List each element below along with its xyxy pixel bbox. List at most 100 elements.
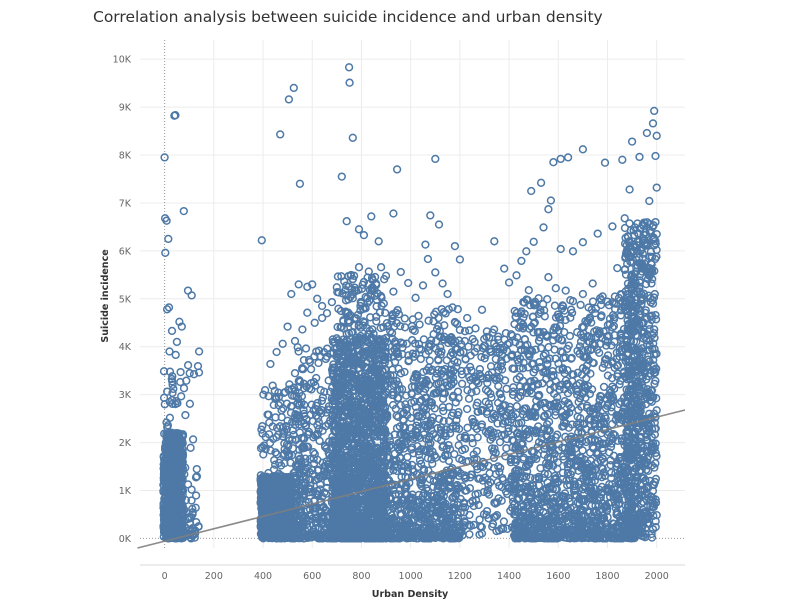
data-point bbox=[321, 489, 331, 498]
data-point bbox=[296, 377, 305, 386]
data-point bbox=[294, 347, 303, 356]
data-point bbox=[302, 421, 311, 430]
data-point bbox=[162, 418, 171, 427]
data-point bbox=[305, 484, 315, 493]
data-point bbox=[291, 386, 300, 396]
data-point bbox=[276, 471, 285, 480]
data-point bbox=[257, 476, 266, 485]
data-point bbox=[161, 453, 170, 462]
data-point bbox=[176, 458, 185, 468]
data-point bbox=[372, 317, 381, 326]
data-point bbox=[318, 393, 328, 402]
data-point bbox=[259, 390, 268, 399]
data-point bbox=[268, 518, 277, 527]
data-point bbox=[177, 392, 186, 401]
data-point bbox=[165, 367, 175, 376]
data-point bbox=[177, 466, 186, 475]
data-point bbox=[311, 489, 321, 498]
data-point bbox=[160, 400, 169, 409]
data-point bbox=[294, 401, 303, 410]
data-point bbox=[260, 481, 270, 491]
data-point bbox=[273, 482, 283, 491]
data-point bbox=[166, 525, 175, 535]
data-point bbox=[312, 504, 321, 513]
data-point bbox=[310, 352, 319, 361]
data-point bbox=[282, 399, 292, 408]
data-point bbox=[188, 435, 198, 444]
data-point bbox=[274, 469, 283, 478]
data-point bbox=[306, 365, 316, 374]
data-point bbox=[299, 364, 308, 374]
data-point bbox=[300, 419, 309, 428]
data-point bbox=[300, 400, 309, 410]
x-tick-label: 2000 bbox=[645, 571, 669, 582]
data-point bbox=[319, 502, 328, 511]
data-point bbox=[272, 534, 282, 543]
data-point bbox=[272, 433, 281, 442]
data-point bbox=[274, 388, 283, 397]
data-point bbox=[188, 510, 197, 519]
x-tick-label: 1600 bbox=[546, 571, 570, 582]
data-point bbox=[314, 425, 323, 434]
data-point bbox=[313, 398, 322, 408]
data-point bbox=[290, 511, 300, 520]
data-point bbox=[282, 507, 292, 517]
data-point bbox=[191, 491, 201, 500]
y-tick-label: 5K bbox=[119, 294, 132, 305]
data-point bbox=[318, 472, 327, 481]
data-point bbox=[260, 386, 270, 395]
data-point bbox=[179, 384, 189, 393]
data-point bbox=[171, 489, 181, 498]
data-point bbox=[313, 518, 322, 527]
data-point bbox=[314, 358, 323, 368]
data-point bbox=[160, 429, 169, 438]
data-point bbox=[306, 410, 315, 419]
data-point bbox=[295, 428, 304, 437]
data-point bbox=[296, 454, 305, 463]
data-point bbox=[311, 475, 320, 485]
data-point bbox=[259, 524, 268, 533]
data-point bbox=[291, 410, 300, 419]
data-point bbox=[191, 473, 201, 482]
data-point bbox=[171, 430, 180, 439]
data-point bbox=[159, 393, 169, 402]
y-tick-label: 2K bbox=[119, 438, 132, 449]
data-point bbox=[290, 369, 300, 378]
data-point bbox=[164, 475, 174, 484]
data-point bbox=[293, 461, 302, 471]
data-point bbox=[300, 518, 309, 527]
data-point bbox=[189, 370, 199, 379]
x-tick-label: 400 bbox=[254, 571, 272, 582]
data-point bbox=[271, 460, 280, 469]
y-tick-label: 6K bbox=[119, 246, 132, 257]
data-point bbox=[167, 374, 176, 384]
x-tick-label: 800 bbox=[352, 571, 370, 582]
data-point bbox=[318, 530, 327, 540]
y-tick-label: 4K bbox=[119, 342, 132, 353]
x-tick-label: 1200 bbox=[448, 571, 472, 582]
data-point bbox=[319, 348, 329, 357]
data-point bbox=[192, 464, 201, 474]
data-point bbox=[181, 496, 191, 505]
data-point bbox=[159, 367, 169, 376]
data-point bbox=[173, 447, 182, 456]
data-point bbox=[162, 483, 172, 493]
data-point bbox=[193, 361, 203, 371]
data-point bbox=[303, 442, 313, 452]
data-point bbox=[181, 410, 190, 420]
data-point bbox=[260, 529, 269, 539]
data-point bbox=[186, 443, 195, 452]
data-point bbox=[256, 471, 265, 480]
data-point bbox=[168, 399, 177, 409]
data-point bbox=[181, 523, 190, 532]
data-point bbox=[309, 377, 319, 387]
data-point bbox=[314, 346, 324, 355]
data-point bbox=[291, 486, 301, 495]
data-point bbox=[280, 449, 289, 458]
data-point bbox=[183, 361, 193, 370]
data-point bbox=[265, 418, 274, 427]
data-point bbox=[276, 461, 286, 470]
data-point bbox=[277, 413, 286, 422]
data-point bbox=[160, 496, 169, 506]
data-point bbox=[271, 530, 280, 539]
